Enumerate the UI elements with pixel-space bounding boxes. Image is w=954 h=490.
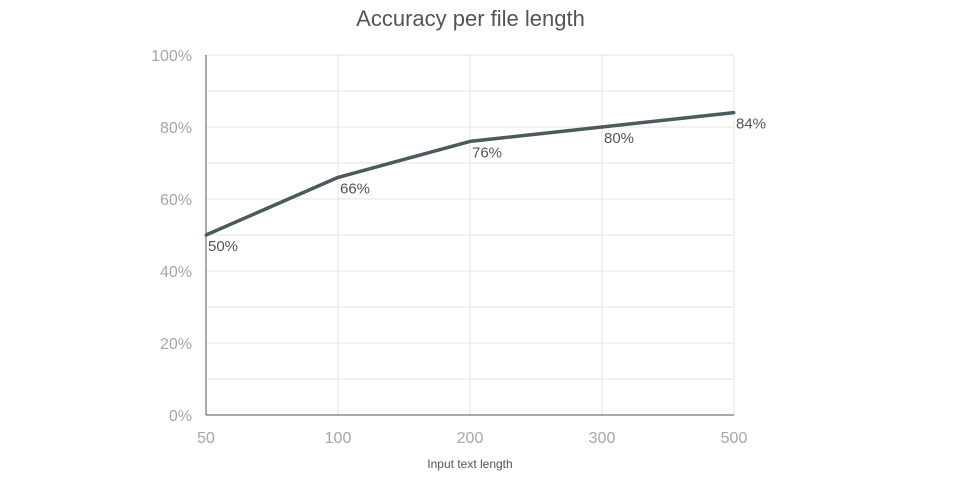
data-label: 76% — [472, 144, 502, 161]
grid — [205, 54, 735, 416]
x-axis-ticks: 50 100 200 300 500 — [197, 430, 747, 447]
chart-title: Accuracy per file length — [356, 6, 585, 31]
x-tick-label: 100 — [325, 430, 352, 447]
x-tick-label: 200 — [457, 430, 484, 447]
data-labels: 50% 66% 76% 80% 84% — [208, 116, 766, 255]
y-tick-label: 60% — [160, 192, 192, 209]
x-tick-label: 300 — [589, 430, 616, 447]
data-label: 84% — [736, 116, 766, 133]
y-tick-label: 80% — [160, 120, 192, 137]
y-tick-label: 0% — [169, 408, 192, 425]
data-point — [732, 111, 736, 115]
data-label: 50% — [208, 238, 238, 255]
x-tick-label: 50 — [197, 430, 215, 447]
y-tick-label: 20% — [160, 336, 192, 353]
data-label: 80% — [604, 130, 634, 147]
y-tick-label: 100% — [151, 48, 192, 65]
x-tick-label: 500 — [721, 430, 748, 447]
y-axis-ticks: 0% 20% 40% 60% 80% 100% — [151, 48, 192, 425]
data-point — [600, 125, 604, 129]
x-axis-label: Input text length — [427, 457, 512, 471]
y-tick-label: 40% — [160, 264, 192, 281]
data-label: 66% — [340, 180, 370, 197]
series-group — [204, 110, 736, 237]
data-point — [468, 139, 472, 143]
data-point — [204, 233, 208, 237]
data-point — [336, 175, 340, 179]
